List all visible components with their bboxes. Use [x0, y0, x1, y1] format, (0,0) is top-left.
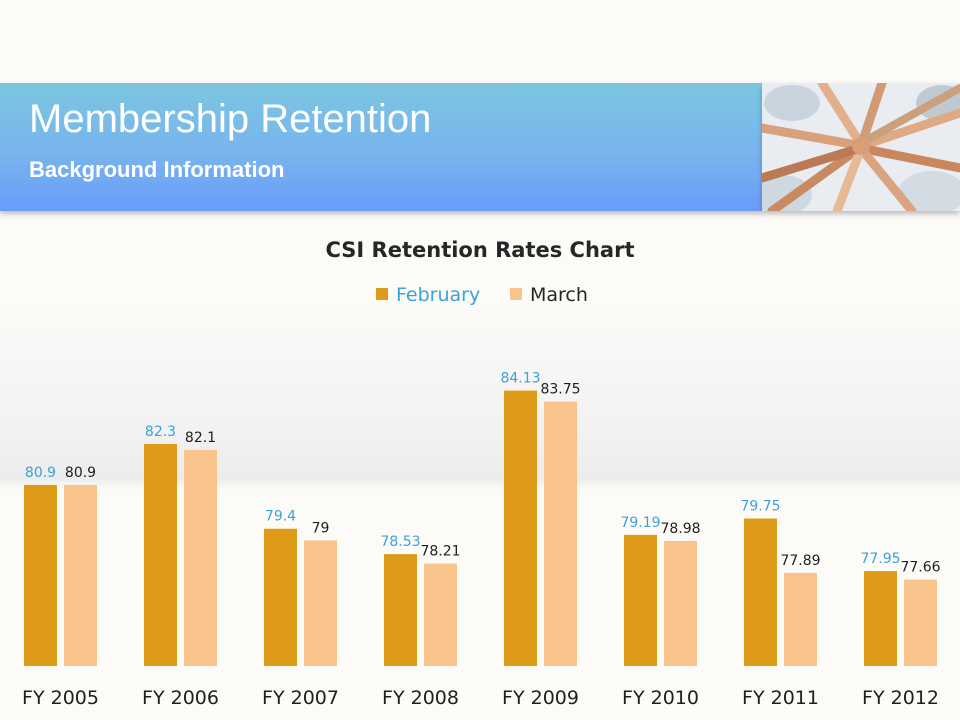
data-label-march-fy-2006: 82.1	[185, 430, 216, 446]
bar-march-fy-2005	[64, 484, 97, 666]
chart-title: CSI Retention Rates Chart	[326, 238, 635, 262]
bar-february-fy-2011	[744, 518, 777, 666]
chart-bars	[24, 390, 937, 666]
legend-swatch-march	[510, 288, 522, 300]
data-label-march-fy-2009: 83.75	[540, 382, 580, 398]
bar-february-fy-2007	[264, 528, 297, 666]
chart-x-axis: FY 2005 FY 2006 FY 2007 FY 2008 FY 2009 FY 20…	[22, 687, 939, 709]
page-title: Membership Retention	[29, 97, 432, 141]
x-tick-label: FY 2012	[862, 687, 939, 709]
data-label-march-fy-2005: 80.9	[65, 465, 96, 481]
data-label-march-fy-2007: 79	[312, 520, 330, 536]
data-label-february-fy-2007: 79.4	[265, 509, 296, 525]
chart-legend: February March	[376, 284, 588, 306]
bar-march-fy-2007	[304, 540, 337, 666]
bar-february-fy-2005	[24, 484, 57, 666]
bar-march-fy-2009	[544, 401, 577, 666]
x-tick-label: FY 2008	[382, 687, 459, 709]
data-label-february-fy-2005: 80.9	[25, 465, 56, 481]
bar-march-fy-2010	[664, 540, 697, 666]
bar-february-fy-2006	[144, 444, 177, 666]
data-label-march-fy-2012: 77.66	[900, 560, 940, 576]
bar-february-fy-2008	[384, 554, 417, 666]
legend-swatch-february	[376, 288, 388, 300]
x-tick-label: FY 2011	[742, 687, 819, 709]
data-label-march-fy-2008: 78.21	[420, 543, 460, 559]
hands-together-photo	[762, 83, 960, 211]
bar-march-fy-2011	[784, 572, 817, 666]
data-label-february-fy-2010: 79.19	[620, 515, 660, 531]
bar-march-fy-2006	[184, 449, 217, 666]
bar-march-fy-2012	[904, 579, 937, 666]
bar-february-fy-2009	[504, 390, 537, 666]
page-subtitle: Background Information	[29, 157, 285, 182]
x-tick-label: FY 2006	[142, 687, 219, 709]
data-label-february-fy-2006: 82.3	[145, 424, 176, 440]
header-banner	[0, 83, 762, 211]
data-label-march-fy-2011: 77.89	[780, 553, 820, 569]
data-label-february-fy-2011: 79.75	[740, 499, 780, 515]
x-tick-label: FY 2009	[502, 687, 579, 709]
x-tick-label: FY 2007	[262, 687, 339, 709]
retention-chart: CSI Retention Rates Chart February March…	[22, 238, 941, 709]
data-label-march-fy-2010: 78.98	[660, 521, 700, 537]
bar-february-fy-2010	[624, 534, 657, 666]
legend-label-february: February	[396, 284, 480, 306]
data-label-february-fy-2009: 84.13	[500, 371, 540, 387]
bar-march-fy-2008	[424, 563, 457, 666]
x-tick-label: FY 2005	[22, 687, 99, 709]
legend-label-march: March	[530, 284, 588, 306]
x-tick-label: FY 2010	[622, 687, 699, 709]
data-label-february-fy-2008: 78.53	[380, 534, 420, 550]
bar-february-fy-2012	[864, 571, 897, 666]
data-label-february-fy-2012: 77.95	[860, 551, 900, 567]
